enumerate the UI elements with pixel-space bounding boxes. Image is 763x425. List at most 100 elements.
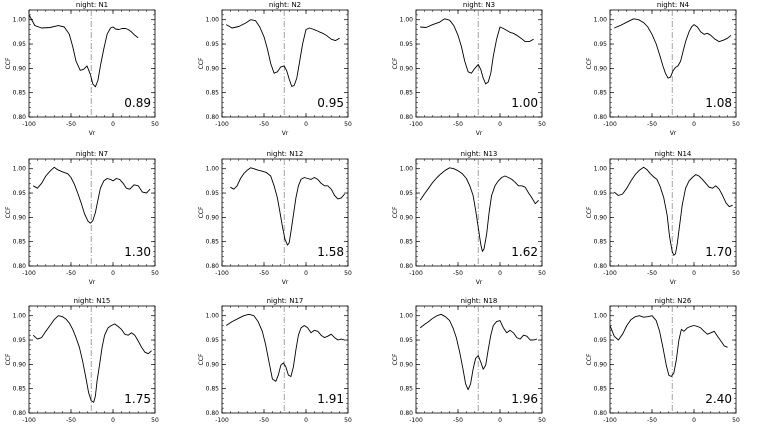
- x-tick-label: 50: [344, 121, 352, 128]
- ccf-panel: night: N7 -100 -50 0 50 0.80 0.85 0.90 0.95 1.00 V…: [5, 150, 159, 286]
- x-tick-label: -50: [453, 417, 463, 424]
- y-tick-label: 0.80: [594, 114, 608, 121]
- y-axis-label: CCF: [392, 206, 399, 218]
- panel-title: night: N26: [655, 297, 692, 305]
- panel-title: night: N18: [461, 297, 498, 305]
- ccf-line: [32, 166, 151, 224]
- y-tick-label: 0.90: [400, 65, 414, 72]
- x-tick-label: -100: [409, 121, 423, 128]
- ccf-line: [230, 167, 345, 246]
- ccf-panel: night: N12 -100 -50 0 50 0.80 0.85 0.90 0.95 1.00…: [198, 150, 352, 286]
- x-tick-label: -100: [603, 270, 617, 277]
- panel-annotation: 1.96: [511, 392, 538, 406]
- y-axis-label: CCF: [586, 206, 593, 218]
- y-tick-label: 1.00: [594, 166, 608, 173]
- x-tick-label: 50: [344, 270, 352, 277]
- y-tick-label: 0.95: [13, 41, 27, 48]
- y-tick-label: 0.80: [206, 410, 220, 417]
- ccf-panel: night: N17 -100 -50 0 50 0.80 0.85 0.90 0.95 1.00…: [198, 297, 352, 424]
- y-tick-label: 0.80: [206, 263, 220, 270]
- x-tick-label: 50: [538, 417, 546, 424]
- ccf-panel: night: N2 -100 -50 0 50 0.80 0.85 0.90 0.95 1.00 V…: [198, 1, 352, 137]
- y-tick-label: 0.95: [400, 190, 414, 197]
- x-tick-label: -50: [66, 121, 76, 128]
- y-tick-label: 0.95: [13, 337, 27, 344]
- y-tick-label: 0.90: [594, 65, 608, 72]
- x-tick-label: 50: [732, 121, 740, 128]
- y-tick-label: 0.90: [400, 214, 414, 221]
- panel-annotation: 1.30: [124, 245, 151, 259]
- panel-annotation: 2.40: [705, 392, 732, 406]
- y-tick-label: 0.80: [13, 263, 27, 270]
- panel-annotation: 1.75: [124, 392, 151, 406]
- panel-annotation: 0.89: [124, 96, 151, 110]
- ccf-panel: night: N4 -100 -50 0 50 0.80 0.85 0.90 0.95 1.00 V…: [586, 1, 740, 137]
- y-tick-label: 0.90: [13, 361, 27, 368]
- panel-title: night: N17: [267, 297, 304, 305]
- y-tick-label: 0.90: [206, 65, 220, 72]
- ccf-line: [609, 315, 728, 377]
- ccf-panel: night: N3 -100 -50 0 50 0.80 0.85 0.90 0.95 1.00 V…: [392, 1, 546, 137]
- panel-title: night: N1: [76, 1, 108, 9]
- x-axis-label: Vr: [670, 130, 677, 137]
- y-tick-label: 0.85: [206, 90, 220, 97]
- y-tick-label: 0.85: [13, 386, 27, 393]
- ccf-line: [614, 18, 732, 79]
- ccf-line: [28, 14, 139, 88]
- y-axis-label: CCF: [198, 206, 205, 218]
- y-tick-label: 1.00: [13, 166, 27, 173]
- x-tick-label: -50: [453, 121, 463, 128]
- y-tick-label: 0.95: [206, 190, 220, 197]
- x-tick-label: -50: [647, 417, 657, 424]
- ccf-line: [419, 313, 538, 391]
- y-tick-label: 0.95: [206, 337, 220, 344]
- y-tick-label: 0.80: [400, 114, 414, 121]
- ccf-line: [32, 315, 152, 403]
- x-tick-label: -100: [22, 270, 36, 277]
- x-tick-label: 0: [304, 270, 308, 277]
- y-axis-label: CCF: [392, 57, 399, 69]
- x-tick-label: 0: [111, 121, 115, 128]
- x-tick-label: -50: [66, 417, 76, 424]
- panel-annotation: 1.62: [511, 245, 538, 259]
- panel-annotation: 1.91: [317, 392, 344, 406]
- ccf-panel: night: N15 -100 -50 0 50 0.80 0.85 0.90 0.95 1.00…: [5, 297, 159, 424]
- x-axis-label: Vr: [282, 279, 289, 286]
- x-tick-label: -100: [603, 121, 617, 128]
- ccf-panel: night: N14 -100 -50 0 50 0.80 0.85 0.90 0.95 1.00…: [586, 150, 740, 286]
- y-tick-label: 0.95: [594, 337, 608, 344]
- x-tick-label: -50: [647, 270, 657, 277]
- x-tick-label: 50: [538, 121, 546, 128]
- x-tick-label: -100: [215, 417, 229, 424]
- y-tick-label: 1.00: [400, 166, 414, 173]
- ccf-line: [420, 18, 534, 85]
- y-axis-label: CCF: [198, 353, 205, 365]
- x-tick-label: 0: [111, 417, 115, 424]
- y-tick-label: 0.90: [13, 214, 27, 221]
- y-tick-label: 1.00: [594, 313, 608, 320]
- y-tick-label: 0.90: [206, 214, 220, 221]
- y-axis-label: CCF: [586, 353, 593, 365]
- ccf-line: [225, 19, 340, 87]
- x-axis-label: Vr: [89, 279, 96, 286]
- ccf-line: [225, 313, 345, 382]
- panel-title: night: N7: [76, 150, 108, 158]
- panel-title: night: N13: [461, 150, 498, 158]
- x-tick-label: 0: [692, 417, 696, 424]
- y-tick-label: 0.95: [400, 41, 414, 48]
- y-tick-label: 0.80: [594, 263, 608, 270]
- y-axis-label: CCF: [5, 206, 12, 218]
- ccf-line: [419, 167, 539, 252]
- x-axis-label: Vr: [476, 130, 483, 137]
- x-tick-label: -50: [259, 121, 269, 128]
- panel-annotation: 1.70: [705, 245, 732, 259]
- y-axis-label: CCF: [392, 353, 399, 365]
- y-tick-label: 0.85: [400, 239, 414, 246]
- x-tick-label: 0: [692, 121, 696, 128]
- y-tick-label: 0.95: [13, 190, 27, 197]
- panel-title: night: N12: [267, 150, 304, 158]
- y-tick-label: 1.00: [594, 17, 608, 24]
- y-axis-label: CCF: [586, 57, 593, 69]
- x-tick-label: -100: [603, 417, 617, 424]
